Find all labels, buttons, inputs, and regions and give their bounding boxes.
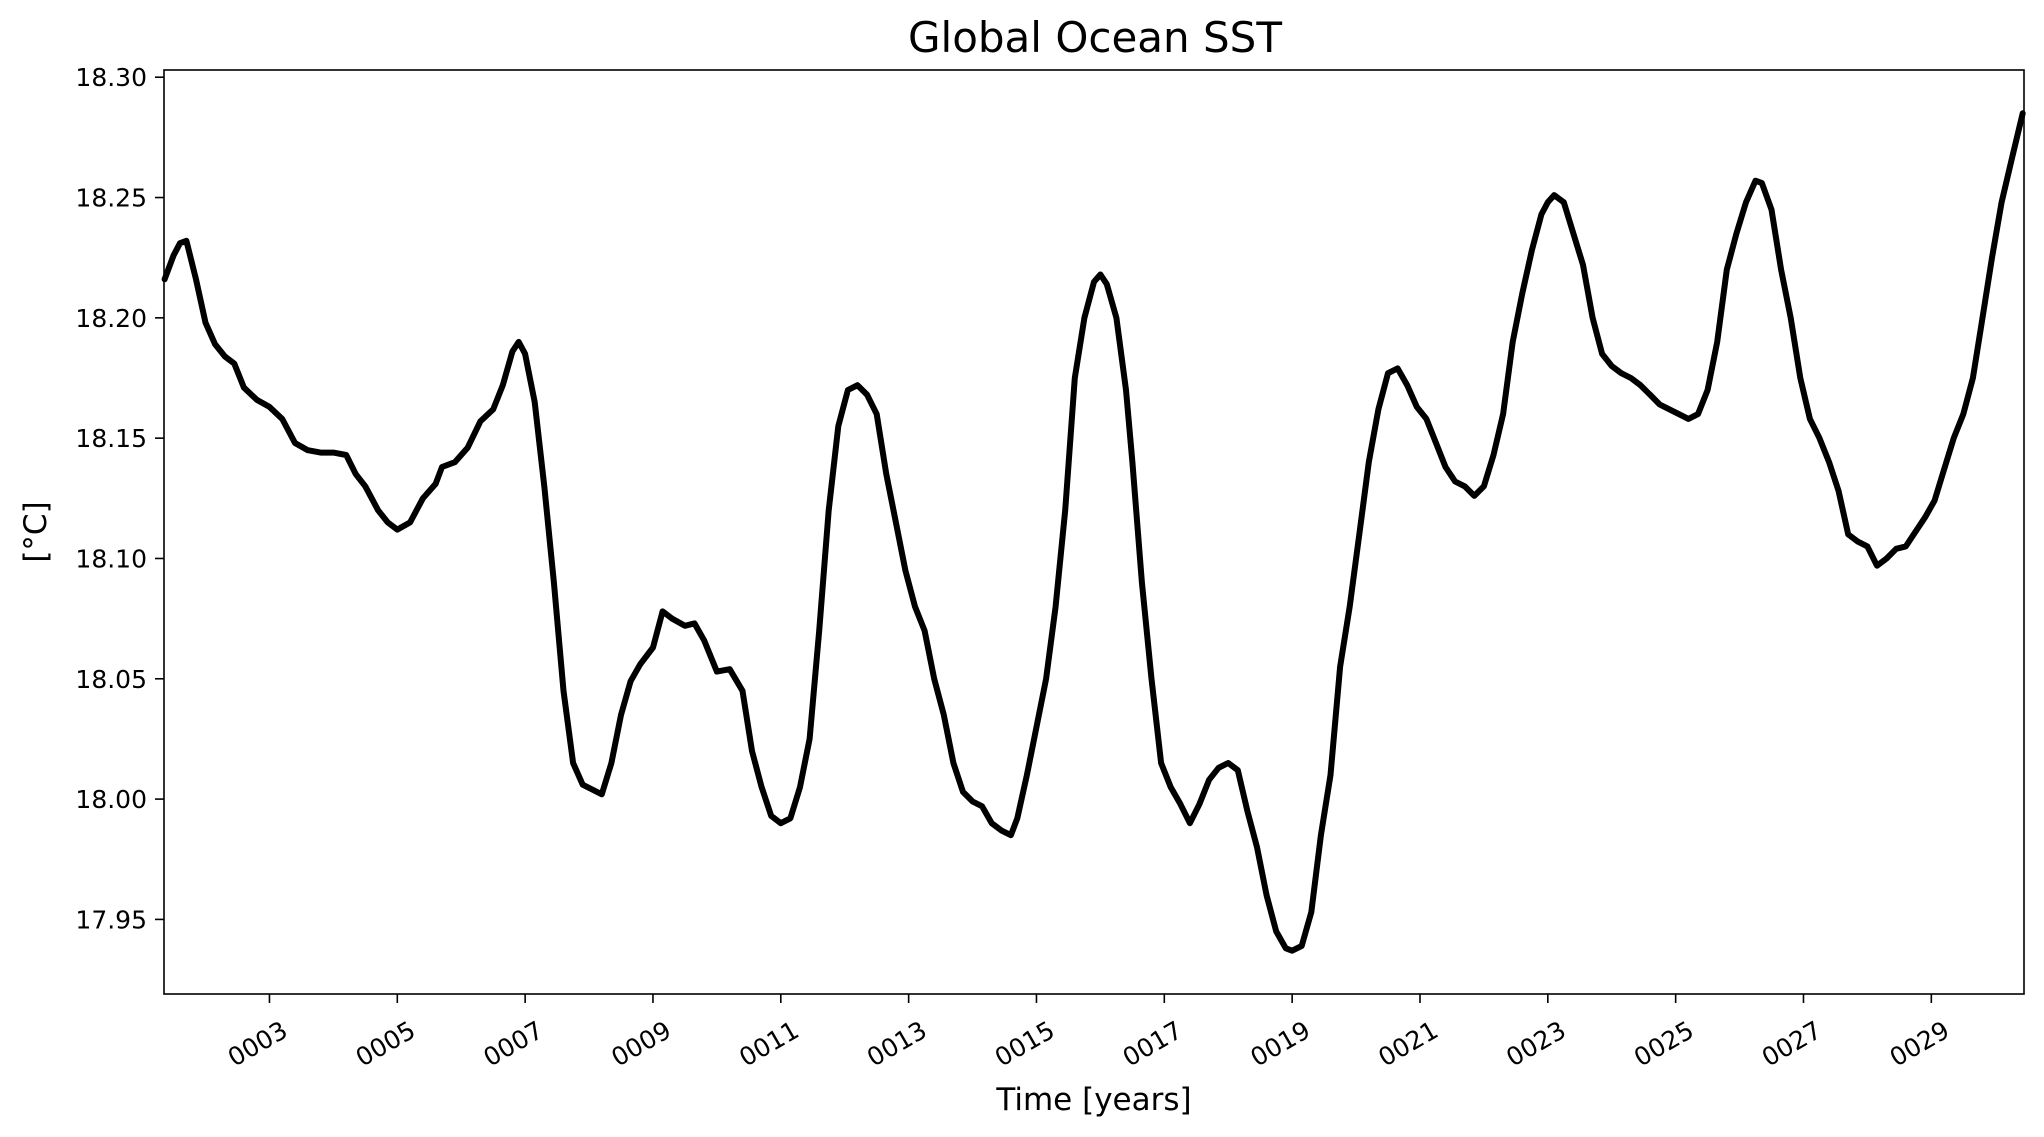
y-tick-label: 18.05: [75, 665, 147, 694]
plot-area: [164, 70, 2024, 994]
y-tick-label: 18.25: [75, 184, 147, 213]
y-tick-label: 18.00: [75, 785, 147, 814]
y-tick-label: 18.10: [75, 544, 147, 573]
y-axis-label: [°C]: [18, 501, 54, 562]
plot-frame: [163, 69, 2025, 995]
sst-series-line: [161, 110, 2026, 954]
x-axis-label: Time [years]: [995, 1082, 1191, 1118]
y-tick-label: 18.15: [75, 424, 147, 453]
chart-title: Global Ocean SST: [908, 13, 1282, 62]
y-tick-label: 18.30: [75, 63, 147, 92]
y-tick-label: 17.95: [75, 905, 147, 934]
y-axis-ticks: 17.95 18.00 18.05 18.10 18.15 18.20 18.25 18.30: [75, 63, 164, 934]
y-tick-label: 18.20: [75, 304, 147, 333]
